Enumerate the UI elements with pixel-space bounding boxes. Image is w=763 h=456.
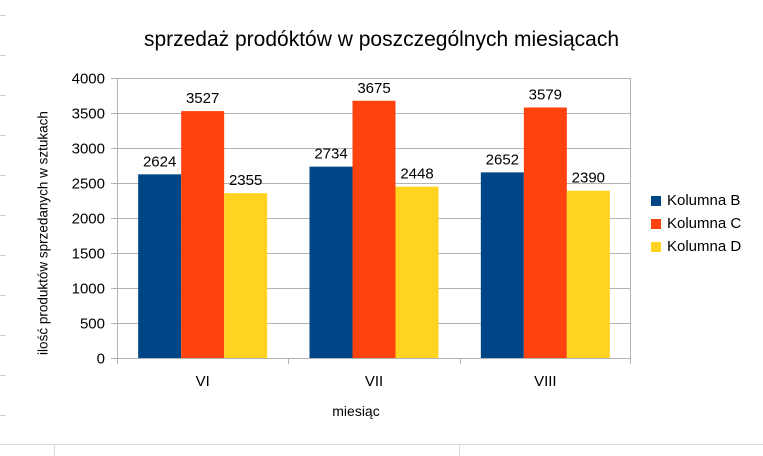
y-tick-label: 3000 xyxy=(72,141,105,158)
data-label: 3527 xyxy=(186,90,219,107)
data-label: 2390 xyxy=(572,170,605,187)
legend-swatch xyxy=(651,218,661,229)
bar xyxy=(395,186,439,358)
chart-legend: Kolumna B Kolumna C Kolumna D xyxy=(651,189,741,258)
legend-item: Kolumna B xyxy=(651,189,741,212)
y-tick-label: 1000 xyxy=(72,281,105,298)
y-tick-label: 500 xyxy=(80,316,105,333)
bar xyxy=(181,111,225,358)
bar xyxy=(523,107,567,358)
bar xyxy=(352,100,396,358)
y-tick-label: 2000 xyxy=(72,211,105,228)
data-label: 2624 xyxy=(143,153,176,170)
bar xyxy=(566,190,610,358)
legend-label: Kolumna C xyxy=(667,215,742,232)
data-label: 2734 xyxy=(314,146,347,163)
y-tick-label: 2500 xyxy=(72,176,105,193)
y-tick-label: 0 xyxy=(97,351,105,368)
legend-item: Kolumna D xyxy=(651,235,741,258)
x-tick-label: VII xyxy=(365,373,383,390)
y-tick-label: 3500 xyxy=(72,106,105,123)
x-axis-label: miesiąc xyxy=(332,403,380,419)
bar xyxy=(138,174,182,358)
y-tick-label: 1500 xyxy=(72,246,105,263)
legend-swatch xyxy=(651,195,661,206)
bar xyxy=(480,172,524,358)
data-label: 3675 xyxy=(357,80,390,97)
legend-label: Kolumna D xyxy=(667,238,742,255)
chart-title: sprzedaż prodóktów w poszczególnych mies… xyxy=(143,28,620,51)
bar xyxy=(224,193,268,358)
data-label: 2652 xyxy=(486,151,519,168)
legend-label: Kolumna B xyxy=(667,192,741,209)
legend-item: Kolumna C xyxy=(651,212,741,235)
bar xyxy=(309,166,353,358)
data-label: 3579 xyxy=(529,86,562,103)
data-label: 2448 xyxy=(400,166,433,183)
x-tick-label: VIII xyxy=(534,373,557,390)
legend-swatch xyxy=(651,241,661,252)
y-tick-label: 4000 xyxy=(72,71,105,88)
data-label: 2355 xyxy=(229,172,262,189)
x-tick-label: VI xyxy=(196,373,210,390)
